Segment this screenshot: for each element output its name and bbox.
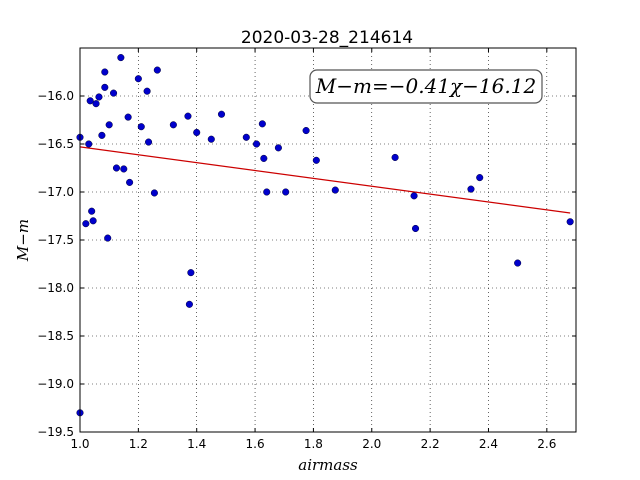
data-point [104,234,112,242]
x-tick-label: 2.2 [421,437,440,451]
data-point [89,217,97,225]
data-point [86,97,94,105]
data-point [169,121,177,129]
data-point [117,54,125,62]
data-point [411,224,420,233]
data-point [410,192,418,200]
data-point [274,144,282,152]
data-point [88,207,96,215]
y-axis-label: M−m [14,219,32,262]
data-point [101,83,109,91]
data-point [193,128,201,137]
data-point [92,100,100,108]
x-tick-label: 1.2 [129,437,148,451]
data-point [467,185,475,193]
data-point [252,140,261,148]
annotation-box: M−m=−0.41χ−16.12 [309,69,543,104]
data-point [143,87,151,95]
data-point [110,89,118,97]
y-ticks: −16.0 −16.5 −17.0 −17.5 −18.0 −18.5 −19.0 −19.5 [37,89,576,439]
data-point [217,110,226,118]
data-point [476,174,484,182]
data-point [282,188,290,196]
data-point [105,121,113,129]
data-point [101,68,109,76]
y-tick-label: −19.0 [37,377,74,391]
data-point [258,120,266,128]
data-point [185,300,193,308]
data-point [153,66,161,74]
y-tick-label: −19.5 [37,425,74,439]
data-point [242,133,250,141]
x-tick-label: 1.8 [304,437,323,451]
x-tick-label: 2.0 [362,437,381,451]
data-point [184,112,192,120]
data-point [150,189,158,197]
data-point [260,154,268,162]
chart-title: 2020-03-28_214614 [241,28,413,48]
grid [79,48,576,433]
data-point [112,164,121,172]
data-point [137,123,145,131]
data-point [120,165,128,173]
x-tick-label: 2.4 [479,437,498,451]
data-point [187,269,195,277]
data-point [263,188,271,196]
points [76,54,574,417]
x-axis-label: airmass [298,456,358,474]
x-tick-label: 2.6 [537,437,556,451]
x-tick-label: 1.0 [70,437,89,451]
x-tick-label: 1.4 [187,437,206,451]
data-point [98,131,106,139]
fit-annotation: M−m=−0.41χ−16.12 [315,74,536,98]
data-point [331,186,339,194]
data-point [95,93,103,101]
data-point [207,135,215,143]
x-ticks: 1.0 1.2 1.4 1.6 1.8 2.0 2.2 2.4 2.6 [70,48,556,451]
x-tick-label: 1.6 [246,437,265,451]
data-point [85,140,93,148]
data-point [302,127,310,135]
data-point [312,156,320,164]
fit-line [79,146,571,214]
data-point [126,178,134,186]
y-tick-label: −18.5 [37,329,74,343]
data-point [514,259,522,267]
data-point [134,75,142,83]
y-tick-label: −17.0 [37,185,74,199]
y-tick-label: −18.0 [37,281,74,295]
fit-line-group [79,146,571,214]
data-point [124,113,132,121]
y-tick-label: −16.5 [37,137,74,151]
y-tick-label: −16.0 [37,89,74,103]
data-point [566,218,574,226]
data-point [82,220,90,228]
annotation-frame [309,69,543,104]
data-point [145,138,153,146]
data-point [391,153,399,161]
y-tick-label: −17.5 [37,233,74,247]
